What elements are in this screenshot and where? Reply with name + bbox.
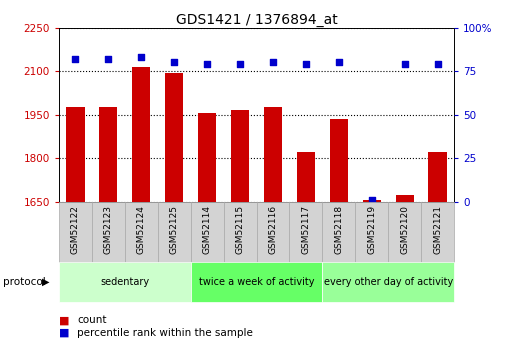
Bar [330,119,348,202]
Text: GSM52122: GSM52122 [71,205,80,254]
Point [368,197,376,203]
Point [203,61,211,67]
Bar [92,202,125,262]
Text: every other day of activity: every other day of activity [324,277,453,287]
Bar [132,67,150,202]
Bar [158,202,191,262]
Bar [264,107,282,202]
Title: GDS1421 / 1376894_at: GDS1421 / 1376894_at [175,12,338,27]
Bar [322,202,355,262]
Text: GSM52120: GSM52120 [400,205,409,254]
Point [137,55,145,60]
Point [433,61,442,67]
Point [334,60,343,65]
Bar [289,202,322,262]
Bar [363,200,381,202]
Bar [165,72,183,202]
Point [104,56,112,62]
Bar [191,262,322,302]
Bar [125,202,158,262]
Text: GSM52115: GSM52115 [235,205,245,254]
Bar [100,107,117,202]
Point [269,60,277,65]
Point [236,61,244,67]
Text: GSM52119: GSM52119 [367,205,376,254]
Bar [198,113,216,202]
Text: GSM52114: GSM52114 [203,205,212,254]
Text: GSM52124: GSM52124 [137,205,146,254]
Text: twice a week of activity: twice a week of activity [199,277,314,287]
Text: GSM52116: GSM52116 [268,205,278,254]
Point [302,61,310,67]
Bar [396,195,413,202]
Text: protocol: protocol [3,277,45,287]
Text: percentile rank within the sample: percentile rank within the sample [77,328,253,338]
Bar [59,262,191,302]
Text: GSM52123: GSM52123 [104,205,113,254]
Bar [421,202,454,262]
Bar [224,202,256,262]
Text: GSM52125: GSM52125 [170,205,179,254]
Point [71,56,80,62]
Bar [191,202,224,262]
Text: ■: ■ [59,315,69,325]
Text: ▶: ▶ [42,277,50,287]
Bar [66,107,85,202]
Bar [388,202,421,262]
Text: GSM52117: GSM52117 [301,205,310,254]
Bar [59,202,92,262]
Bar [256,202,289,262]
Text: sedentary: sedentary [100,277,149,287]
Bar [297,152,315,202]
Text: GSM52121: GSM52121 [433,205,442,254]
Bar [355,202,388,262]
Bar [231,110,249,202]
Text: GSM52118: GSM52118 [334,205,343,254]
Text: ■: ■ [59,328,69,338]
Point [401,61,409,67]
Bar [322,262,454,302]
Text: count: count [77,315,107,325]
Point [170,60,179,65]
Bar [428,152,447,202]
